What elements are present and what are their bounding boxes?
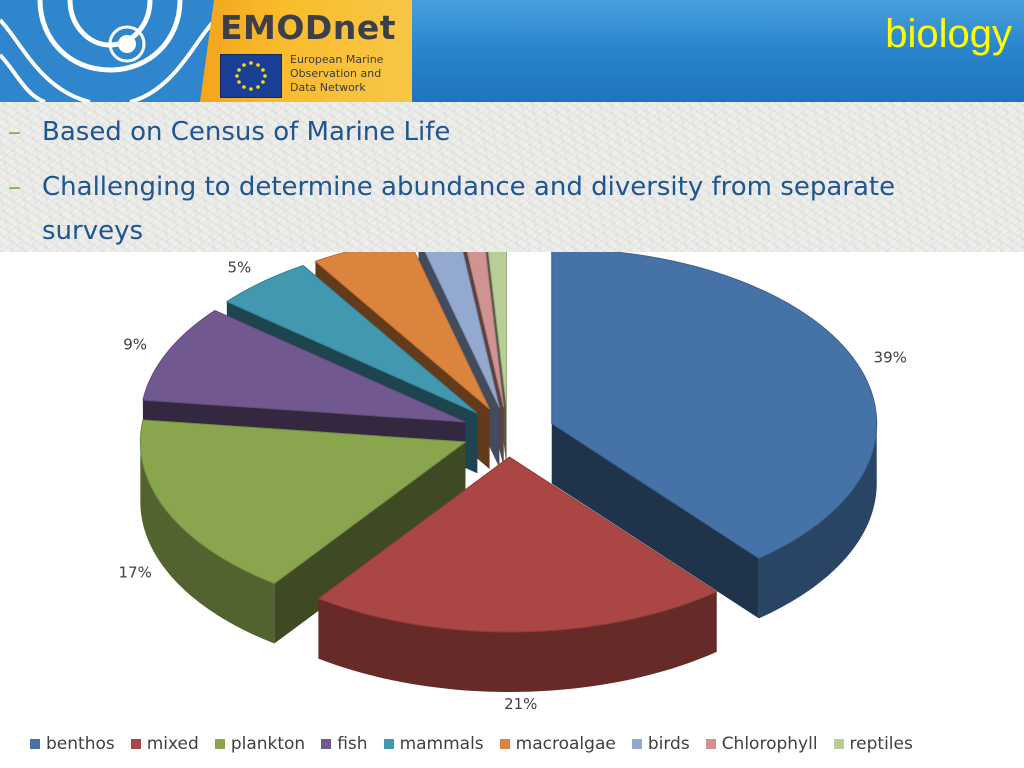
pie-data-label: 5% bbox=[227, 258, 251, 276]
legend-label: Chlorophyll bbox=[721, 734, 818, 754]
legend-swatch bbox=[30, 739, 40, 749]
legend-label: fish bbox=[337, 734, 368, 754]
legend-swatch bbox=[214, 739, 225, 749]
legend-item: birds bbox=[631, 734, 690, 754]
logo-title: EMODnet bbox=[220, 8, 396, 47]
pie-data-label: 21% bbox=[504, 695, 537, 713]
legend-swatch bbox=[631, 739, 642, 749]
legend-item: Chlorophyll bbox=[705, 734, 818, 754]
bullet-text: Based on Census of Marine Life bbox=[42, 117, 451, 147]
pie-slice-mixed bbox=[317, 456, 718, 693]
bullet-dash: – bbox=[8, 172, 21, 202]
legend-item: benthos bbox=[30, 734, 115, 754]
pie-data-label: 17% bbox=[118, 563, 151, 581]
legend-item: macroalgae bbox=[499, 734, 616, 754]
legend-label: mammals bbox=[399, 734, 484, 754]
legend-item: mammals bbox=[383, 734, 484, 754]
bullet-text: Challenging to determine abundance and d… bbox=[42, 172, 896, 246]
emodnet-waves-logo bbox=[0, 0, 215, 102]
pie-chart: 39%21%17%9%5%5%2%1%1% benthosmixedplankt… bbox=[0, 252, 1024, 768]
bullets-band: – Based on Census of Marine Life – Chall… bbox=[0, 102, 1024, 252]
legend-swatch bbox=[833, 739, 844, 749]
legend-swatch bbox=[499, 739, 510, 749]
pie-chart-svg: 39%21%17%9%5%5%2%1%1% bbox=[118, 252, 907, 713]
legend-swatch bbox=[130, 739, 141, 749]
legend-label: birds bbox=[647, 734, 690, 754]
logo-subtitle: European Marine Observation and Data Net… bbox=[290, 53, 384, 94]
bullet-item: – Challenging to determine abundance and… bbox=[8, 165, 895, 246]
eu-flag-icon bbox=[220, 54, 282, 98]
legend-swatch bbox=[705, 739, 716, 749]
legend-item: reptiles bbox=[833, 734, 913, 754]
chart-legend: benthos mixed plankton fish mammals macroalga… bbox=[30, 730, 1020, 758]
legend-item: mixed bbox=[130, 734, 199, 754]
legend-label: mixed bbox=[146, 734, 199, 754]
legend-item: fish bbox=[321, 734, 368, 754]
pie-data-label: 39% bbox=[874, 348, 907, 366]
pie-slice-plankton bbox=[139, 419, 467, 644]
legend-item: plankton bbox=[214, 734, 306, 754]
legend-swatch bbox=[321, 739, 332, 749]
section-label: biology bbox=[885, 12, 1012, 56]
legend-label: macroalgae bbox=[515, 734, 616, 754]
pie-data-label: 9% bbox=[123, 336, 147, 354]
legend-label: reptiles bbox=[849, 734, 913, 754]
legend-label: benthos bbox=[46, 734, 115, 754]
bullet-item: – Based on Census of Marine Life bbox=[8, 110, 450, 154]
legend-swatch bbox=[383, 739, 394, 749]
pie-slice-benthos bbox=[551, 252, 878, 619]
header-banner: EMODnet European Marine Observation and … bbox=[0, 0, 1024, 102]
emodnet-logo-panel: EMODnet European Marine Observation and … bbox=[200, 0, 412, 102]
legend-label: plankton bbox=[230, 734, 306, 754]
bullet-dash: – bbox=[8, 117, 21, 147]
